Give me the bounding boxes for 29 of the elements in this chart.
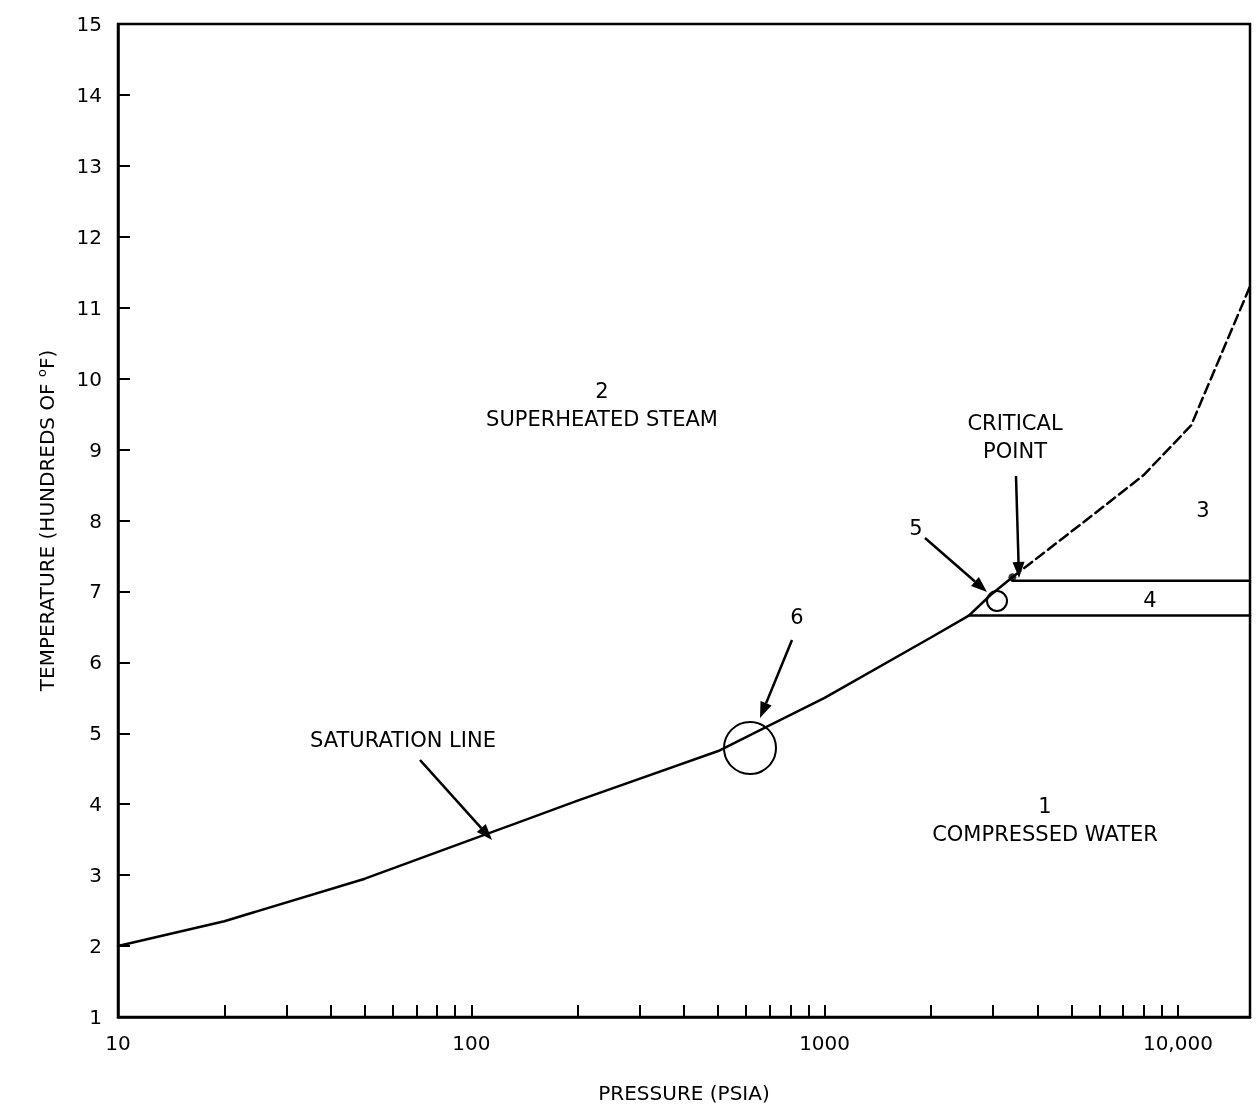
annotation: 3 (1196, 498, 1210, 522)
x-axis-title: PRESSURE (PSIA) (598, 1081, 770, 1105)
y-tick-label: 13 (76, 153, 102, 178)
y-tick-label: 3 (89, 863, 102, 888)
y-tick-label: 5 (89, 721, 102, 746)
x-tick-label: 1000 (799, 1031, 851, 1055)
x-tick-label: 10 (105, 1031, 131, 1055)
y-tick-label: 6 (89, 650, 102, 675)
y-tick-label: 11 (76, 295, 102, 320)
y-tick-label: 1 (89, 1005, 102, 1029)
y-axis-title: TEMPERATURE (HUNDREDS OF oF) (34, 349, 59, 693)
y-tick-label: 7 (89, 579, 102, 604)
annotation: CRITICAL POINT (967, 411, 1063, 463)
y-tick-label: 12 (76, 224, 102, 249)
annotation: 5 (909, 516, 923, 540)
y-tick-label: 2 (89, 934, 102, 959)
y-tick-label: 15 (76, 12, 102, 36)
y-tick-label: 4 (89, 792, 102, 817)
y-tick-label: 14 (76, 82, 102, 107)
annotation: 2 SUPERHEATED STEAM (486, 379, 718, 431)
annotation: 4 (1143, 588, 1157, 612)
y-tick-label: 8 (89, 508, 102, 533)
y-tick-label: 9 (89, 437, 102, 462)
x-tick-label: 100 (452, 1031, 491, 1055)
annotation: SATURATION LINE (310, 728, 496, 752)
annotation: 6 (790, 605, 804, 629)
x-tick-label: 10,000 (1142, 1031, 1213, 1055)
y-tick-label: 10 (76, 366, 102, 391)
annotation: 1 COMPRESSED WATER (932, 794, 1158, 846)
